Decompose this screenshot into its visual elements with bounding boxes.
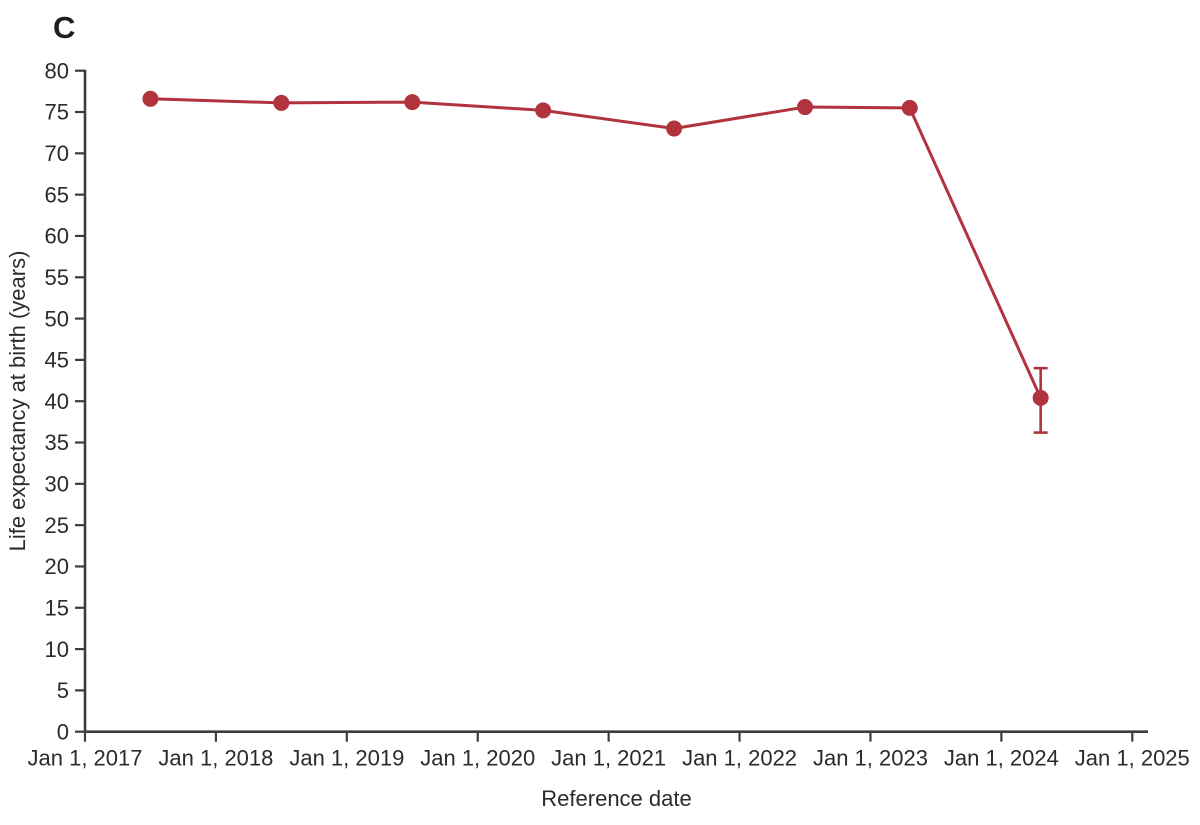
x-axis-title: Reference date [541, 786, 692, 811]
panel-label: C [53, 10, 76, 45]
x-tick-label: Jan 1, 2025 [1075, 746, 1190, 771]
data-point-marker [797, 99, 814, 116]
y-tick-label: 20 [45, 554, 69, 579]
y-tick-label: 25 [45, 513, 69, 538]
data-point-marker [535, 102, 552, 119]
y-tick-label: 75 [45, 100, 69, 125]
y-axis-title: Life expectancy at birth (years) [5, 250, 30, 552]
y-tick-label: 10 [45, 637, 69, 662]
y-tick-label: 60 [45, 224, 69, 249]
y-tick-label: 70 [45, 141, 69, 166]
y-tick-label: 55 [45, 265, 69, 290]
data-point-marker [142, 90, 159, 107]
y-tick-label: 50 [45, 306, 69, 331]
data-point-marker [273, 94, 290, 111]
x-tick-label: Jan 1, 2020 [420, 746, 535, 771]
y-tick-label: 80 [45, 58, 69, 83]
x-tick-label: Jan 1, 2022 [682, 746, 797, 771]
y-tick-label: 40 [45, 389, 69, 414]
y-tick-label: 30 [45, 472, 69, 497]
data-point-marker [666, 120, 683, 137]
y-tick-label: 45 [45, 348, 69, 373]
x-tick-label: Jan 1, 2018 [158, 746, 273, 771]
x-tick-label: Jan 1, 2017 [28, 746, 143, 771]
y-tick-label: 65 [45, 182, 69, 207]
y-tick-label: 15 [45, 595, 69, 620]
data-point-marker [1032, 389, 1049, 406]
x-tick-label: Jan 1, 2019 [289, 746, 404, 771]
x-tick-label: Jan 1, 2024 [944, 746, 1059, 771]
y-tick-label: 35 [45, 430, 69, 455]
x-tick-label: Jan 1, 2023 [813, 746, 928, 771]
data-point-marker [901, 99, 918, 116]
x-tick-label: Jan 1, 2021 [551, 746, 666, 771]
y-tick-label: 5 [57, 678, 69, 703]
y-tick-label: 0 [57, 719, 69, 744]
data-point-marker [404, 94, 421, 111]
series-line [148, 97, 1043, 400]
